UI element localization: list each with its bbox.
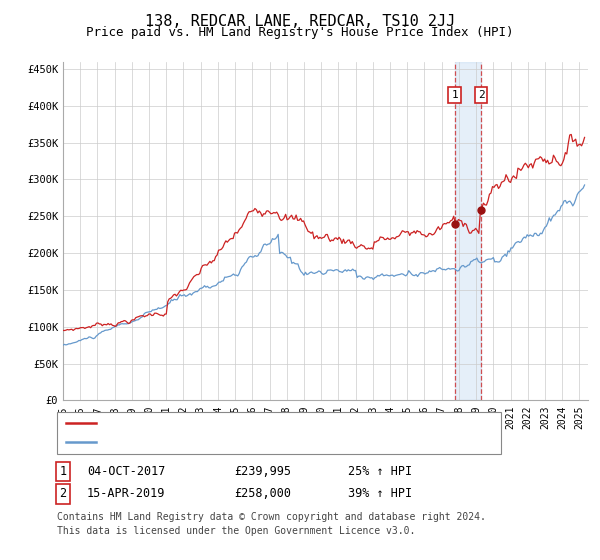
Text: £239,995: £239,995 — [234, 465, 291, 478]
Text: 25% ↑ HPI: 25% ↑ HPI — [348, 465, 412, 478]
Text: 1: 1 — [451, 90, 458, 100]
Text: 2: 2 — [59, 487, 67, 501]
Text: HPI: Average price, detached house, Redcar and Cleveland: HPI: Average price, detached house, Redc… — [102, 435, 501, 449]
Text: 138, REDCAR LANE, REDCAR, TS10 2JJ (detached house): 138, REDCAR LANE, REDCAR, TS10 2JJ (deta… — [102, 417, 466, 430]
Text: This data is licensed under the Open Government Licence v3.0.: This data is licensed under the Open Gov… — [57, 526, 415, 536]
Text: 2: 2 — [478, 90, 484, 100]
Text: 39% ↑ HPI: 39% ↑ HPI — [348, 487, 412, 501]
Text: 1: 1 — [59, 465, 67, 478]
Text: £258,000: £258,000 — [234, 487, 291, 501]
Text: 04-OCT-2017: 04-OCT-2017 — [87, 465, 166, 478]
Text: 138, REDCAR LANE, REDCAR, TS10 2JJ: 138, REDCAR LANE, REDCAR, TS10 2JJ — [145, 14, 455, 29]
Text: 15-APR-2019: 15-APR-2019 — [87, 487, 166, 501]
Bar — [455, 62, 481, 400]
Text: Contains HM Land Registry data © Crown copyright and database right 2024.: Contains HM Land Registry data © Crown c… — [57, 512, 486, 522]
Text: Price paid vs. HM Land Registry's House Price Index (HPI): Price paid vs. HM Land Registry's House … — [86, 26, 514, 39]
